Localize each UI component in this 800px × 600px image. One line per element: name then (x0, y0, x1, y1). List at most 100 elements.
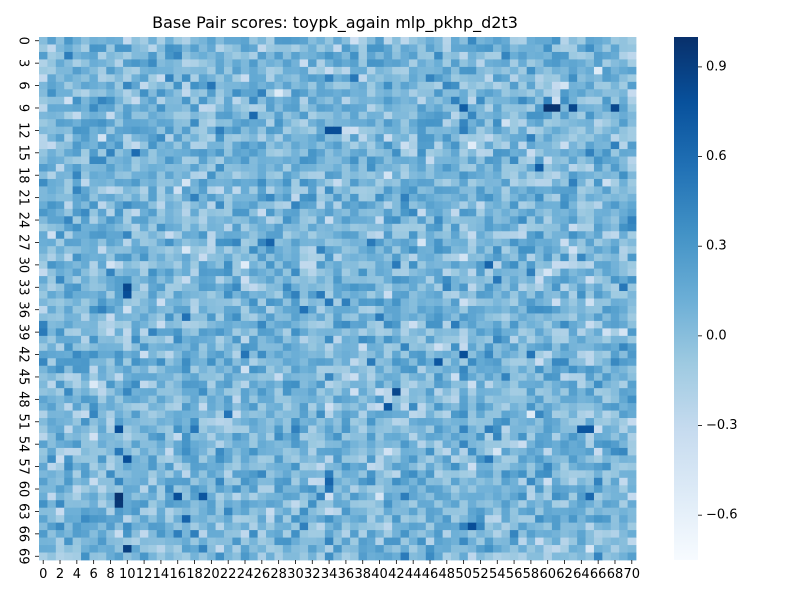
heatmap-cell (551, 96, 561, 105)
heatmap-cell (291, 388, 301, 397)
heatmap-cell (459, 485, 469, 494)
heatmap-cell (139, 552, 149, 561)
heatmap-cell (434, 350, 444, 359)
heatmap-cell (451, 171, 460, 180)
heatmap-cell (240, 432, 250, 441)
heatmap-cell (383, 141, 393, 150)
heatmap-cell (543, 223, 553, 232)
heatmap-cell (131, 298, 141, 307)
heatmap-cell (627, 96, 637, 105)
heatmap-cell (417, 313, 427, 322)
heatmap-cell (291, 305, 301, 314)
heatmap-cell (139, 522, 149, 531)
heatmap-cell (190, 447, 200, 456)
heatmap-cell (39, 186, 48, 195)
heatmap-cell (551, 149, 561, 157)
heatmap-cell (493, 298, 502, 307)
heatmap-cell (97, 66, 107, 75)
heatmap-cell (81, 335, 90, 344)
heatmap-cell (459, 37, 469, 45)
heatmap-cell (619, 171, 628, 180)
heatmap-cell (72, 522, 82, 531)
heatmap-cell (257, 178, 267, 187)
heatmap-cell (181, 208, 191, 217)
heatmap-cell (568, 425, 578, 434)
heatmap-cell (593, 515, 603, 524)
heatmap-cell (316, 126, 326, 135)
heatmap-cell (257, 171, 267, 180)
heatmap-cell (501, 432, 511, 441)
heatmap-cell (39, 81, 48, 90)
heatmap-cell (535, 432, 544, 441)
heatmap-cell (392, 425, 401, 434)
heatmap-cell (610, 305, 620, 314)
heatmap-cell (627, 193, 637, 202)
heatmap-cell (417, 373, 427, 382)
heatmap-cell (316, 149, 326, 157)
heatmap-cell (81, 530, 90, 538)
heatmap-cell (240, 74, 250, 83)
heatmap-cell (350, 313, 359, 322)
heatmap-cell (358, 320, 368, 329)
heatmap-cell (173, 261, 183, 270)
heatmap-cell (308, 253, 317, 262)
heatmap-cell (350, 186, 359, 195)
heatmap-cell (148, 149, 158, 157)
heatmap-cell (198, 134, 208, 142)
heatmap-cell (366, 365, 376, 374)
heatmap-cell (207, 37, 216, 45)
heatmap-cell (232, 395, 242, 404)
heatmap-cell (47, 178, 57, 187)
heatmap-cell (425, 335, 435, 344)
heatmap-cell (308, 492, 317, 501)
heatmap-cell (266, 447, 275, 456)
heatmap-cell (240, 96, 250, 105)
heatmap-cell (291, 276, 301, 284)
heatmap-cell (602, 171, 612, 180)
heatmap-cell (501, 104, 511, 113)
heatmap-cell (392, 380, 401, 389)
heatmap-cell (274, 537, 284, 546)
heatmap-cell (266, 171, 275, 180)
heatmap-cell (148, 298, 158, 307)
heatmap-cell (535, 335, 544, 344)
heatmap-cell (97, 149, 107, 157)
heatmap-cell (417, 51, 427, 60)
heatmap-cell (291, 507, 301, 516)
heatmap-cell (501, 552, 511, 561)
heatmap-cell (123, 44, 132, 53)
heatmap-cell (249, 455, 259, 464)
heatmap-cell (47, 537, 57, 546)
heatmap-cell (282, 253, 292, 262)
heatmap-cell (106, 268, 116, 277)
heatmap-cell (366, 66, 376, 75)
heatmap-cell (39, 350, 48, 359)
heatmap-cell (274, 96, 284, 105)
heatmap-cell (316, 111, 326, 120)
heatmap-cell (341, 305, 351, 314)
heatmap-cell (39, 51, 48, 60)
heatmap-cell (568, 268, 578, 277)
heatmap-cell (64, 298, 74, 307)
heatmap-cell (543, 81, 553, 90)
heatmap-cell (114, 171, 124, 180)
heatmap-cell (266, 291, 275, 299)
heatmap-cell (266, 410, 275, 419)
heatmap-cell (350, 111, 359, 120)
heatmap-cell (190, 223, 200, 232)
heatmap-cell (257, 253, 267, 262)
heatmap-cell (610, 156, 620, 165)
heatmap-cell (434, 373, 444, 382)
heatmap-cell (526, 365, 536, 374)
heatmap-cell (408, 276, 418, 284)
heatmap-cell (148, 492, 158, 501)
heatmap-cell (165, 141, 174, 150)
heatmap-cell (190, 37, 200, 45)
heatmap-cell (97, 283, 107, 292)
heatmap-cell (165, 104, 174, 113)
heatmap-cell (64, 134, 74, 142)
heatmap-cell (425, 388, 435, 397)
heatmap-cell (232, 216, 242, 225)
heatmap-cell (64, 440, 74, 449)
heatmap-cell (64, 208, 74, 217)
